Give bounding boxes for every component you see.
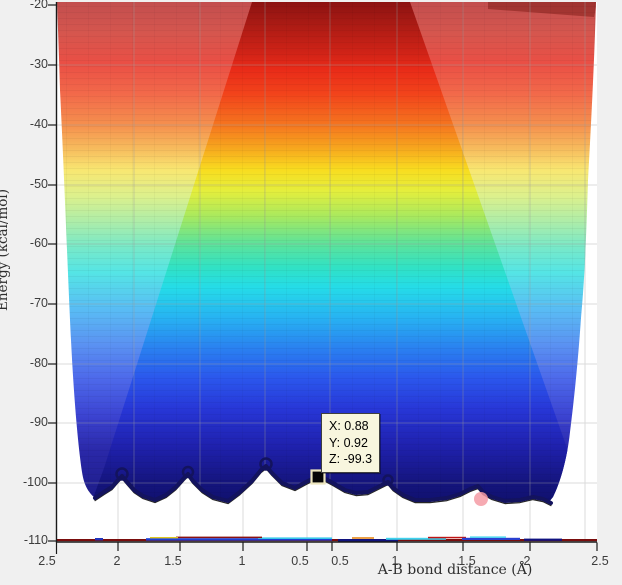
z-tick-label: -30 [29,57,48,71]
z-tick-label: -90 [29,415,48,429]
z-tick-label: -100 [22,475,48,489]
x-tick-label: 1 [391,554,399,568]
valley-contour-line [93,457,553,507]
y-axis-label: Energy (kcal/mol) [0,189,11,311]
x-tick-label: 0.5 [331,554,349,568]
z-tick-label: -80 [29,356,48,370]
z-tick-label: -50 [29,177,48,191]
pink-point-marker [474,492,488,506]
z-tick-label: -40 [29,117,48,131]
x-axis-label: A-B bond distance (Å) [377,562,533,578]
x-tick-label: 2 [113,554,121,568]
datatip-x-value: X: 0.88 [329,419,369,433]
x-tick-label: 2.5 [591,554,609,568]
x-tick-label: 2 [523,554,531,568]
x-tick-label: 0.5 [291,554,309,568]
z-tick-label: -110 [23,533,48,547]
datatip-marker[interactable] [310,469,326,485]
bottom-surface-edge [56,536,597,542]
x-tick-label: 2.5 [38,554,56,568]
axis-lines [55,2,597,543]
z-tick-label: -60 [29,236,48,250]
tick-marks [48,4,598,554]
datatip[interactable]: X: 0.88 Y: 0.92 Z: -99.3 [321,413,381,473]
z-tick-label: -20 [29,0,48,11]
x-tick-label: 1 [238,554,246,568]
x-tick-label: 1.5 [164,554,182,568]
x-tick-label: 1.5 [458,554,476,568]
z-tick-label: -70 [29,296,48,310]
datatip-y-value: Y: 0.92 [329,435,368,450]
datatip-z-value: Z: -99.3 [329,452,373,466]
